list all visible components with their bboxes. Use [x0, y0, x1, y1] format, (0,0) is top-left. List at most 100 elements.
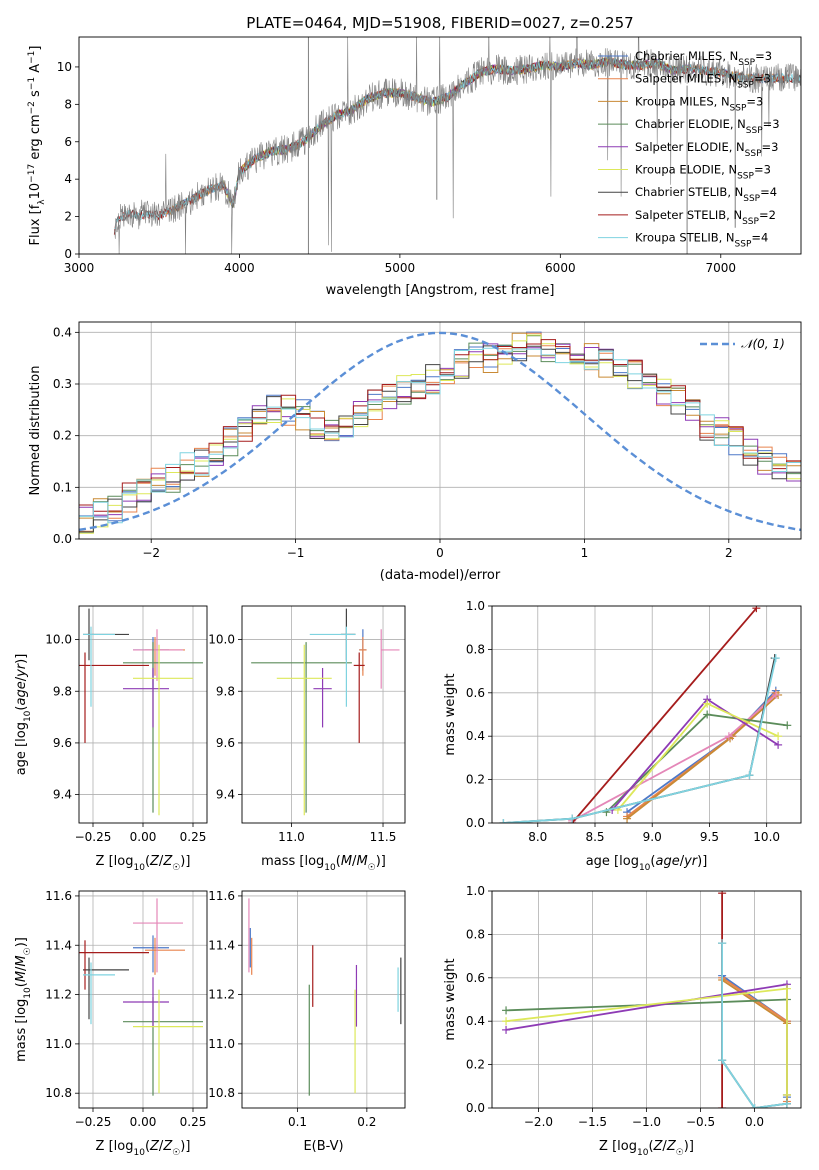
axes-frame [491, 605, 802, 824]
x-tick-label: 9.0 [643, 830, 662, 844]
y-tick-label: 10.0 [208, 633, 235, 647]
normal-curve [79, 331, 801, 532]
y-axis-label: age [log10(age/yr)] [14, 654, 33, 776]
y-tick-label: 0.0 [53, 532, 72, 546]
x-tick-label: −1.5 [578, 1115, 607, 1129]
y-tick-label: 11.6 [45, 889, 72, 903]
y-tick-label: 9.6 [53, 736, 72, 750]
y-tick-label: 0.0 [466, 1101, 485, 1115]
y-tick-label: 9.6 [216, 736, 235, 750]
x-tick-label: 3000 [64, 261, 95, 275]
x-tick-label: 2 [725, 546, 733, 560]
x-tick-label: 0.2 [357, 1115, 376, 1129]
legend-label: Salpeter MILES, NSSP=3 [635, 72, 771, 91]
legend-label: 𝒩(0, 1) [741, 337, 785, 351]
y-tick-label: 9.8 [53, 684, 72, 698]
x-tick-label: −2.0 [524, 1115, 553, 1129]
legend-label: Kroupa STELIB, NSSP=4 [635, 231, 768, 250]
y-tick-label: 10.8 [45, 1086, 72, 1100]
y-tick-label: 11.2 [45, 988, 72, 1002]
legend-label: Chabrier ELODIE, NSSP=3 [635, 117, 780, 136]
y-tick-label: 11.4 [45, 938, 72, 952]
x-tick-label: −0.25 [75, 1115, 112, 1129]
axes-frame [78, 605, 208, 824]
spectrum-legend: Chabrier MILES, NSSP=3 Salpeter MILES, NS… [598, 49, 780, 250]
x-tick-label: 0.25 [180, 830, 207, 844]
x-tick-label: 1 [581, 546, 589, 560]
spectrum-data-line [114, 37, 801, 254]
axes-frame [491, 890, 802, 1109]
y-tick-label: 11.4 [208, 938, 235, 952]
x-tick-label: 8.0 [528, 830, 547, 844]
x-tick-label: 0.0 [745, 1115, 764, 1129]
weight_vs_Z-chart: −2.0 −1.5 −1.0 −0.5 0.0 0.0 0.2 0.4 0.6 0.8 1.0 Z [… [443, 884, 802, 1158]
x-axis-label: age [log10(age/yr)] [586, 854, 708, 873]
y-tick-label: 0.2 [466, 773, 485, 787]
mass_vs_ebv-points [248, 898, 402, 1096]
weight_vs_age-chart: 8.0 8.5 9.0 9.5 10.0 0.0 0.2 0.4 0.6 0.8 1.0 age [l… [443, 599, 802, 873]
x-tick-label: 0.00 [130, 1115, 157, 1129]
legend-label: Chabrier MILES, NSSP=3 [635, 49, 772, 68]
y-tick-label: 9.8 [216, 684, 235, 698]
y-tick-label: 0.8 [466, 642, 485, 656]
x-tick-label: 11.5 [370, 830, 397, 844]
x-axis-label: Z [log10(Z/Z☉)] [96, 1139, 191, 1158]
y-tick-label: 0.1 [53, 480, 72, 494]
residual-hist-6 [79, 345, 801, 533]
axes-frame [78, 321, 802, 540]
y-tick-label: 11.0 [45, 1037, 72, 1051]
y-tick-label: 11.6 [208, 889, 235, 903]
age_vs_Z-chart: −0.25 0.00 0.25 9.4 9.6 9.8 10.0 Z [log10(Z/Z☉)… [14, 605, 208, 873]
residual-hists [79, 331, 801, 534]
y-tick-label: 10 [57, 60, 72, 74]
spectrum-chart: 3000 4000 5000 6000 7000 0 2 4 6 8 10 Chabrier MILE… [27, 36, 802, 298]
legend-label: Chabrier STELIB, NSSP=4 [635, 185, 777, 204]
x-axis-label: (data-model)/error [380, 568, 501, 583]
mass_vs_Z-points [79, 898, 203, 1096]
y-tick-label: 0.8 [466, 927, 485, 941]
y-tick-label: 9.4 [53, 788, 72, 802]
spectrum-series-4 [223, 57, 689, 207]
legend-label: Salpeter STELIB, NSSP=2 [635, 208, 776, 227]
axes-frame [78, 890, 208, 1109]
spectrum-series-5 [223, 58, 689, 208]
x-tick-label: −1.0 [632, 1115, 661, 1129]
x-tick-label: −0.25 [75, 830, 112, 844]
y-tick-label: 0.3 [53, 377, 72, 391]
x-tick-label: 4000 [224, 261, 255, 275]
spectrum-series-3 [223, 57, 689, 205]
y-axis-label: Normed distribution [28, 366, 43, 496]
x-tick-label: 0.25 [180, 1115, 207, 1129]
x-tick-label: −0.5 [686, 1115, 715, 1129]
y-tick-label: 4 [64, 172, 72, 186]
x-axis-label: Z [log10(Z/Z☉)] [96, 854, 191, 873]
y-tick-label: 1.0 [466, 884, 485, 898]
y-tick-label: 6 [64, 135, 72, 149]
x-tick-label: 7000 [706, 261, 737, 275]
x-tick-label: 8.5 [585, 830, 604, 844]
age_vs_Z-points [79, 608, 203, 816]
y-tick-label: 0.4 [466, 1014, 485, 1028]
x-tick-label: −1 [287, 546, 305, 560]
x-tick-label: 10.0 [753, 830, 780, 844]
y-tick-label: 2 [64, 210, 72, 224]
y-tick-label: 1.0 [466, 599, 485, 613]
age_vs_mass-chart: 11.0 11.5 9.4 9.6 9.8 10.0 mass [log10(M/M☉)] [208, 605, 406, 873]
spectrum-lines [113, 37, 801, 254]
y-tick-label: 11.0 [208, 1037, 235, 1051]
x-tick-label: 0 [436, 546, 444, 560]
x-tick-label: −2 [142, 546, 160, 560]
residual-hist-8 [79, 347, 801, 524]
residuals-chart: −2 −1 0 1 2 0.0 0.1 0.2 0.3 0.4 𝒩(0, 1) (data-model… [28, 321, 802, 583]
figure-title: PLATE=0464, MJD=51908, FIBERID=0027, z=0… [246, 14, 633, 32]
weight_vs_age-lines [499, 606, 792, 823]
x-tick-label: 5000 [385, 261, 416, 275]
legend-label: Kroupa ELODIE, NSSP=3 [635, 163, 771, 182]
weight_vs_Z-lines [502, 891, 791, 1108]
y-axis-label: mass weight [443, 958, 458, 1040]
y-tick-label: 0 [64, 247, 72, 261]
y-tick-label: 0.2 [53, 429, 72, 443]
mass_vs_ebv-chart: 0.1 0.2 10.8 11.0 11.2 11.4 11.6 E(B-V) [208, 889, 406, 1154]
x-axis-label: wavelength [Angstrom, rest frame] [326, 283, 555, 298]
